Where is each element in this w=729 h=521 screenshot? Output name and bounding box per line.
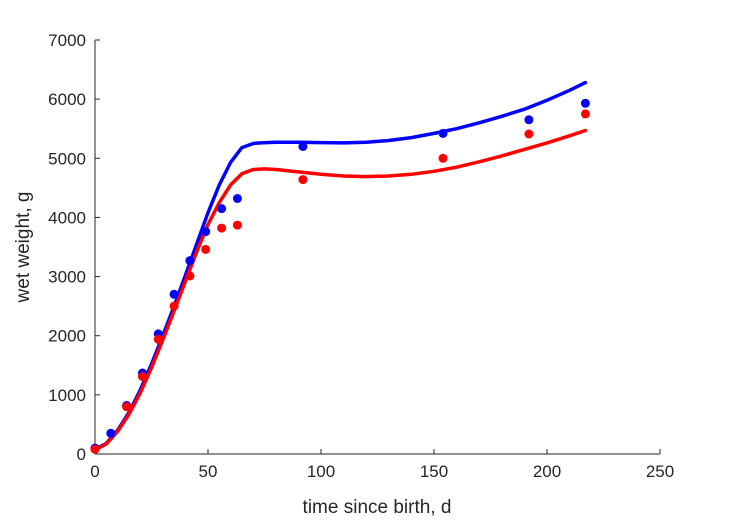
data-point-blue [580, 98, 590, 108]
data-point-blue [169, 289, 179, 299]
data-point-red [524, 129, 534, 139]
x-tick-label: 200 [533, 462, 561, 481]
data-point-red [438, 153, 448, 163]
data-point-blue [298, 142, 308, 151]
data-point-red [122, 402, 132, 412]
data-point-red [90, 444, 100, 454]
data-point-red [232, 220, 242, 230]
data-point-blue [106, 428, 116, 438]
fit-curve-red [93, 128, 588, 452]
data-point-red [201, 244, 211, 254]
y-tick-label: 4000 [48, 208, 86, 227]
ticks: 0 50 100 150 200 250 0 1000 2000 3000 4000 5000 6000… [48, 31, 674, 481]
points [90, 98, 590, 454]
curves [93, 80, 588, 452]
data-point-blue [232, 194, 242, 203]
data-point-red [580, 109, 590, 119]
data-point-red [217, 223, 227, 233]
data-point-blue [438, 128, 448, 138]
y-tick-label: 2000 [48, 327, 86, 346]
x-tick-label: 0 [90, 462, 99, 481]
data-point-red [298, 175, 308, 185]
x-axis-title: time since birth, d [303, 497, 452, 518]
x-tick-label: 250 [646, 462, 674, 481]
x-tick-label: 100 [307, 462, 335, 481]
data-point-blue [201, 227, 211, 237]
y-tick-label: 6000 [48, 90, 86, 109]
data-point-blue [185, 256, 195, 266]
data-point-blue [217, 204, 227, 214]
data-point-red [153, 334, 163, 344]
y-tick-label: 5000 [48, 149, 86, 168]
data-point-red [169, 301, 179, 311]
y-tick-label: 3000 [48, 268, 86, 287]
y-tick-label: 0 [77, 445, 86, 464]
y-tick-label: 7000 [48, 31, 86, 50]
data-point-red [138, 372, 147, 381]
y-axis-title: wet weight, g [13, 192, 34, 304]
fit-curve-blue [93, 80, 588, 452]
x-tick-label: 150 [420, 462, 448, 481]
axes [94, 40, 660, 455]
x-tick-label: 50 [199, 462, 218, 481]
data-point-red [185, 271, 195, 281]
data-point-blue [524, 115, 534, 125]
y-tick-label: 1000 [48, 386, 86, 405]
